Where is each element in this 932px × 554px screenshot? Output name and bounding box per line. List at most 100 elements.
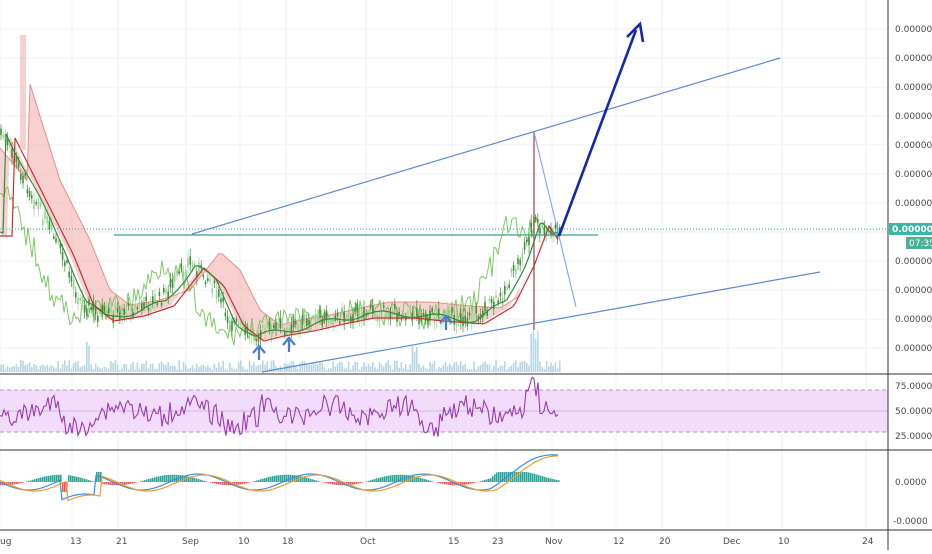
candle-body bbox=[40, 202, 42, 207]
volume-bar bbox=[539, 361, 541, 372]
volume-bar bbox=[35, 365, 37, 372]
volume-bar bbox=[541, 367, 543, 372]
volume-bar bbox=[464, 364, 466, 372]
macd-bar bbox=[542, 476, 544, 482]
macd-bar bbox=[54, 475, 56, 482]
candle-body bbox=[517, 258, 519, 264]
volume-bar bbox=[304, 361, 306, 372]
volume-bar bbox=[387, 360, 389, 372]
volume-bar bbox=[513, 363, 515, 372]
time-tick: 13 bbox=[70, 537, 81, 547]
macd-bar bbox=[316, 481, 318, 482]
macd-bar bbox=[198, 479, 200, 482]
volume-bar bbox=[128, 370, 130, 372]
macd-bar bbox=[312, 479, 314, 482]
volume-bar bbox=[535, 339, 537, 372]
volume-bar bbox=[339, 362, 341, 372]
candle-body bbox=[77, 298, 79, 304]
candle-body bbox=[370, 304, 372, 308]
candle-body bbox=[500, 293, 502, 297]
macd-bar bbox=[124, 482, 126, 485]
macd-bar bbox=[126, 482, 128, 485]
macd-bar bbox=[546, 477, 548, 482]
volume-bar bbox=[467, 369, 469, 372]
volume-bar bbox=[0, 365, 2, 372]
candle-body bbox=[148, 307, 150, 310]
volume-bar bbox=[548, 366, 550, 372]
candle-body bbox=[128, 303, 130, 306]
candle-body bbox=[337, 313, 339, 317]
macd-bar bbox=[482, 480, 484, 482]
price-tick: 0.00000080 bbox=[895, 344, 932, 354]
candle-body bbox=[515, 268, 517, 274]
macd-bar bbox=[442, 482, 444, 484]
macd-bar bbox=[160, 476, 162, 482]
volume-bar bbox=[143, 364, 145, 372]
macd-bar bbox=[358, 482, 360, 483]
candle-body bbox=[185, 270, 187, 278]
candle-body bbox=[374, 313, 376, 317]
macd-bar bbox=[14, 482, 16, 484]
candle-body bbox=[328, 319, 330, 323]
candle-body bbox=[187, 258, 189, 267]
volume-bar bbox=[493, 366, 495, 372]
volume-bar bbox=[112, 363, 114, 372]
candle-body bbox=[264, 328, 266, 334]
candle-body bbox=[49, 221, 51, 230]
volume-bar bbox=[247, 369, 249, 372]
volume-bar bbox=[407, 370, 409, 372]
candle-body bbox=[431, 308, 433, 312]
macd-bar bbox=[354, 482, 356, 484]
macd-bar bbox=[224, 482, 226, 485]
candle-body bbox=[64, 262, 66, 266]
volume-bar bbox=[260, 364, 262, 372]
macd-bar bbox=[202, 480, 204, 482]
volume-bar bbox=[544, 369, 546, 372]
rsi-axis[interactable]: 75.0000 50.0000 25.0000 bbox=[895, 382, 932, 442]
macd-bar bbox=[324, 482, 326, 483]
candle-body bbox=[535, 217, 537, 220]
macd-bar bbox=[158, 476, 160, 482]
volume-bar bbox=[262, 360, 264, 372]
volume-bar bbox=[192, 365, 194, 372]
macd-bar bbox=[44, 477, 46, 482]
macd-bar bbox=[552, 479, 554, 482]
volume-bar bbox=[522, 361, 524, 372]
candle-body bbox=[31, 195, 33, 198]
macd-bar bbox=[142, 481, 144, 482]
macd-bar bbox=[92, 481, 94, 482]
macd-bar bbox=[280, 475, 282, 482]
volume-bar bbox=[203, 365, 205, 372]
candle-body bbox=[385, 312, 387, 317]
macd-bar bbox=[48, 476, 50, 482]
candle-body bbox=[544, 226, 546, 234]
volume-bar bbox=[200, 366, 202, 372]
volume-bar bbox=[383, 367, 385, 372]
price-tick: 0.00000090 bbox=[895, 315, 932, 325]
volume-bar bbox=[84, 365, 86, 372]
volume-bar bbox=[365, 367, 367, 372]
volume-bar bbox=[326, 370, 328, 372]
candle-body bbox=[493, 302, 495, 309]
macd-bar bbox=[22, 482, 24, 483]
volume-bar bbox=[282, 369, 284, 372]
volume-bar bbox=[484, 361, 486, 372]
volume-bar bbox=[22, 361, 24, 372]
volume-bar bbox=[299, 363, 301, 372]
volume-bar bbox=[77, 361, 79, 372]
candle-body bbox=[308, 320, 310, 325]
macd-bar bbox=[426, 480, 428, 482]
volume-bar bbox=[40, 366, 42, 372]
volume-bar bbox=[559, 361, 561, 372]
volume-bar bbox=[486, 364, 488, 372]
macd-bar bbox=[306, 478, 308, 482]
candle-body bbox=[304, 314, 306, 322]
macd-bar bbox=[222, 482, 224, 485]
time-tick: Dec bbox=[723, 537, 740, 547]
candle-body bbox=[295, 321, 297, 324]
macd-bar bbox=[314, 480, 316, 482]
macd-bar bbox=[540, 476, 542, 482]
macd-bar bbox=[330, 482, 332, 484]
